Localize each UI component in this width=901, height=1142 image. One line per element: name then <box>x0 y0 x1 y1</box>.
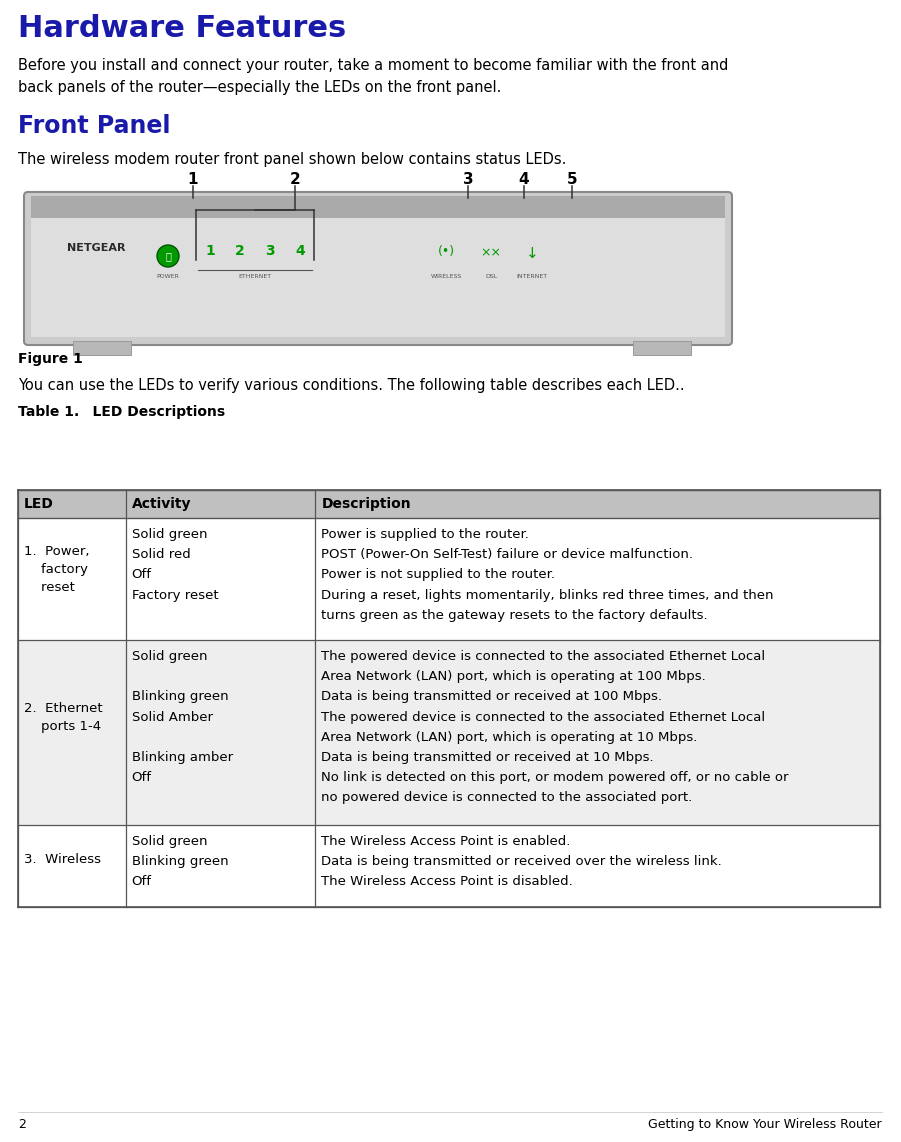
Text: Power is supplied to the router.
POST (Power-On Self-Test) failure or device mal: Power is supplied to the router. POST (P… <box>322 528 774 621</box>
Text: 3: 3 <box>463 172 473 187</box>
Text: The wireless modem router front panel shown below contains status LEDs.: The wireless modem router front panel sh… <box>18 152 567 167</box>
Circle shape <box>157 246 179 267</box>
Text: 1: 1 <box>187 172 198 187</box>
Text: Hardware Features: Hardware Features <box>18 14 346 43</box>
Text: The powered device is connected to the associated Ethernet Local
Area Network (L: The powered device is connected to the a… <box>322 650 789 804</box>
Bar <box>633 341 691 355</box>
Text: You can use the LEDs to verify various conditions. The following table describes: You can use the LEDs to verify various c… <box>18 378 685 393</box>
Text: INTERNET: INTERNET <box>516 274 548 279</box>
Text: (•): (•) <box>438 246 455 258</box>
Text: Activity: Activity <box>132 497 191 510</box>
Bar <box>18 825 880 907</box>
Text: 3: 3 <box>265 244 275 258</box>
Text: The Wireless Access Point is enabled.
Data is being transmitted or received over: The Wireless Access Point is enabled. Da… <box>322 835 722 888</box>
Text: 1: 1 <box>205 244 214 258</box>
Bar <box>73 341 131 355</box>
Text: ××: ×× <box>480 247 502 259</box>
Text: Solid green
Solid red
Off
Factory reset: Solid green Solid red Off Factory reset <box>132 528 218 602</box>
Bar <box>18 640 880 825</box>
Text: Figure 1: Figure 1 <box>18 352 83 365</box>
Bar <box>31 218 725 337</box>
Text: 4: 4 <box>519 172 529 187</box>
Text: 5: 5 <box>567 172 578 187</box>
Text: 3.  Wireless: 3. Wireless <box>24 853 101 866</box>
Text: LED Descriptions: LED Descriptions <box>73 405 225 419</box>
Text: 2: 2 <box>235 244 245 258</box>
Text: WIRELESS: WIRELESS <box>431 274 461 279</box>
Bar <box>31 196 725 218</box>
Bar <box>18 518 880 640</box>
Text: 2: 2 <box>18 1118 26 1131</box>
Text: ETHERNET: ETHERNET <box>239 274 271 279</box>
Text: 4: 4 <box>296 244 305 258</box>
Text: DSL: DSL <box>485 274 497 279</box>
Text: Front Panel: Front Panel <box>18 114 170 138</box>
Bar <box>18 490 880 518</box>
Text: ↓: ↓ <box>525 246 539 260</box>
Text: 2: 2 <box>289 172 300 187</box>
Text: NETGEAR: NETGEAR <box>67 243 125 254</box>
Text: ⏻: ⏻ <box>165 251 171 262</box>
Text: Getting to Know Your Wireless Router: Getting to Know Your Wireless Router <box>649 1118 882 1131</box>
Text: 2.  Ethernet
    ports 1-4: 2. Ethernet ports 1-4 <box>24 702 103 733</box>
Text: LED: LED <box>24 497 54 510</box>
Text: Description: Description <box>322 497 411 510</box>
FancyBboxPatch shape <box>24 192 732 345</box>
Text: 1.  Power,
    factory
    reset: 1. Power, factory reset <box>24 545 89 594</box>
Text: Table 1.: Table 1. <box>18 405 79 419</box>
Text: POWER: POWER <box>157 274 179 279</box>
Text: Before you install and connect your router, take a moment to become familiar wit: Before you install and connect your rout… <box>18 58 728 95</box>
Text: Solid green

Blinking green
Solid Amber

Blinking amber
Off: Solid green Blinking green Solid Amber B… <box>132 650 232 785</box>
Text: Solid green
Blinking green
Off: Solid green Blinking green Off <box>132 835 228 888</box>
